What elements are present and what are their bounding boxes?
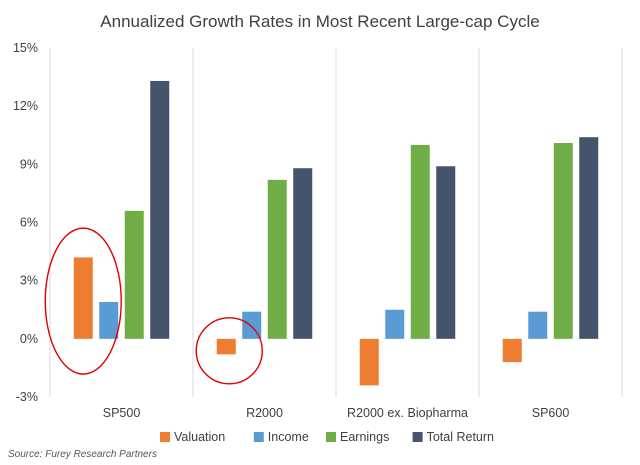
bar-earnings (410, 144, 430, 339)
legend-label: Earnings (340, 430, 389, 444)
legend-swatch (160, 432, 170, 442)
y-axis-ticks: 15% 12% 9% 6% 3% 0% -3% (13, 41, 38, 404)
bar-total-return (293, 168, 313, 339)
bar-total-return (579, 137, 599, 339)
x-category-label: R2000 ex. Biopharma (347, 406, 468, 420)
legend-label: Valuation (174, 430, 225, 444)
y-tick-label: 15% (13, 41, 38, 55)
annotation-ellipse (44, 227, 122, 375)
bar-earnings (124, 210, 144, 339)
legend-label: Income (268, 430, 309, 444)
y-tick-label: 0% (20, 332, 38, 346)
y-tick-label: 12% (13, 99, 38, 113)
bar-income (528, 311, 548, 339)
y-tick-label: -3% (16, 390, 38, 404)
legend-swatch (326, 432, 336, 442)
annotation-ellipse (195, 317, 263, 385)
x-category-label: R2000 (246, 406, 283, 420)
x-category-label: SP500 (103, 406, 141, 420)
bar-total-return (436, 166, 456, 339)
y-tick-label: 6% (20, 216, 38, 230)
bar-earnings (553, 143, 573, 339)
x-category-label: SP600 (532, 406, 570, 420)
bar-valuation (216, 338, 236, 355)
legend-label: Total Return (427, 430, 494, 444)
bar-valuation (359, 338, 379, 386)
bar-valuation (73, 257, 93, 339)
legend-swatch (412, 432, 423, 442)
y-tick-label: 3% (20, 274, 38, 288)
x-axis-categories: SP500 R2000 R2000 ex. Biopharma SP600 (103, 406, 570, 420)
bars (73, 80, 599, 386)
annotations (44, 227, 263, 385)
bar-total-return (150, 80, 170, 339)
bar-valuation (502, 338, 522, 363)
y-tick-label: 9% (20, 157, 38, 171)
bar-earnings (267, 179, 287, 339)
bar-income (385, 309, 405, 339)
legend-swatch (253, 432, 264, 442)
legend: Valuation Income Earnings Total Return (160, 430, 494, 444)
chart-title: Annualized Growth Rates in Most Recent L… (100, 12, 539, 31)
source-note: Source: Furey Research Partners (8, 449, 157, 460)
bar-income (99, 301, 119, 339)
